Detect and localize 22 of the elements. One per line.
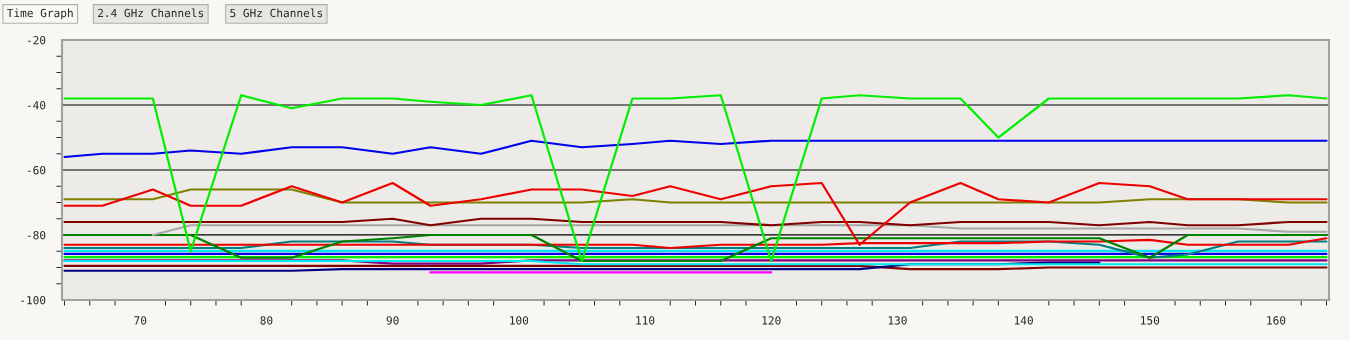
- x-tick-label: 110: [636, 316, 655, 325]
- text: Time Graph: [7, 8, 73, 20]
- y-tick-label: -60: [27, 166, 46, 175]
- y-tick-label: -100: [21, 296, 46, 305]
- line-series: [63, 94, 1328, 263]
- y-tick-label: -20: [27, 36, 46, 45]
- line-series: [63, 181, 1328, 246]
- text: 5 GHz Channels: [230, 8, 323, 18]
- x-tick-label: 120: [762, 316, 781, 325]
- y-tick-label: -40: [27, 101, 46, 110]
- x-tick-label: 70: [134, 316, 147, 325]
- y-tick-label: -80: [27, 231, 46, 240]
- x-tick-label: 130: [888, 316, 907, 325]
- x-tick-label: 150: [1141, 316, 1160, 325]
- line-series: [63, 139, 1328, 159]
- text: 2.4 GHz Channels: [98, 8, 204, 18]
- x-tick-label: 140: [1014, 316, 1033, 325]
- x-tick-label: 100: [510, 316, 529, 325]
- x-tick-label: 80: [260, 316, 273, 325]
- x-tick-label: 90: [386, 316, 399, 325]
- line-series: [63, 233, 1328, 263]
- x-tick-label: 160: [1267, 316, 1286, 325]
